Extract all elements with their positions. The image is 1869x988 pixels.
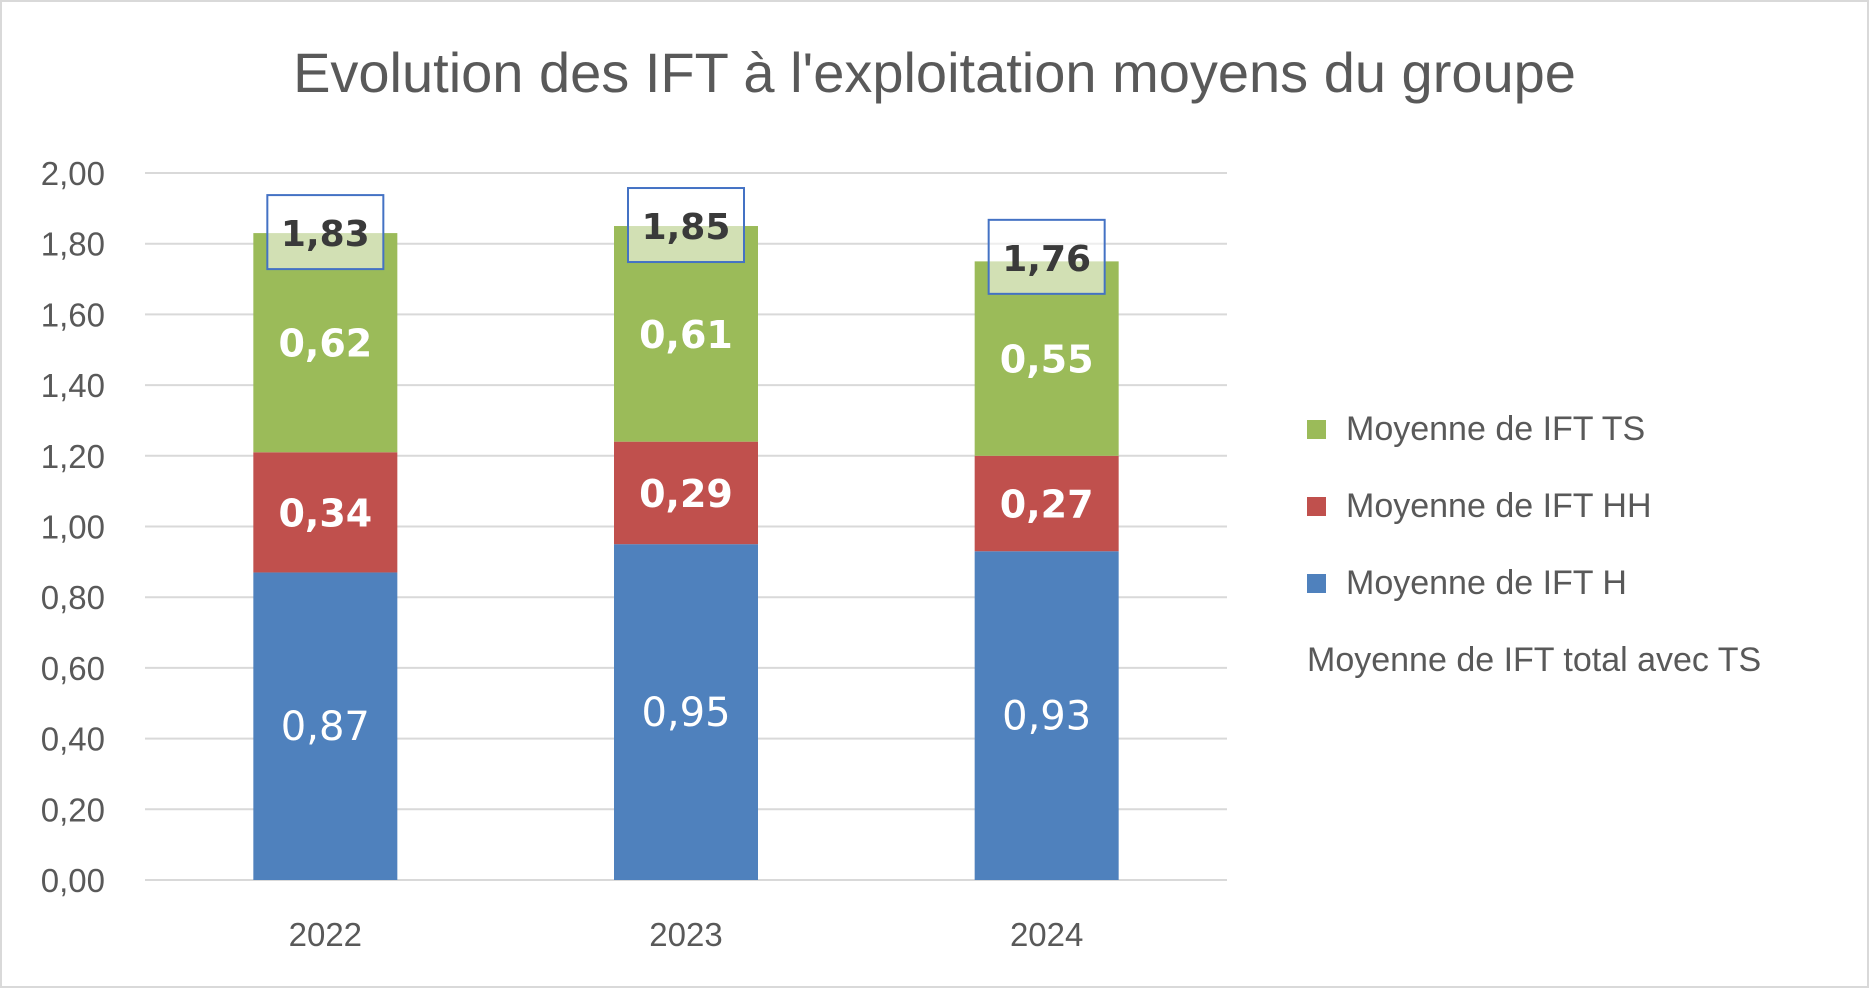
legend-swatch (1307, 574, 1326, 593)
y-tick-label: 1,40 (41, 367, 105, 404)
data-label: 0,95 (641, 690, 730, 736)
y-tick-label: 0,60 (41, 650, 105, 687)
x-tick-label: 2023 (649, 916, 722, 953)
y-tick-label: 1,20 (41, 438, 105, 475)
legend-item: Moyenne de IFT TS (1307, 410, 1761, 449)
legend-item: Moyenne de IFT total avec TS (1307, 641, 1761, 680)
y-tick-label: 0,80 (41, 579, 105, 616)
legend-label: Moyenne de IFT TS (1346, 410, 1646, 448)
y-tick-label: 0,40 (41, 721, 105, 758)
y-tick-label: 2,00 (41, 155, 105, 192)
data-label: 0,62 (278, 322, 372, 366)
legend-label: Moyenne de IFT H (1346, 564, 1627, 602)
total-label-box (987, 218, 1106, 295)
data-label: 0,55 (1000, 338, 1094, 382)
legend: Moyenne de IFT TS Moyenne de IFT HH Moyenn… (1307, 410, 1761, 718)
total-label: 1,76 (1002, 239, 1091, 280)
data-label: 0,87 (281, 704, 370, 750)
data-label: 0,29 (639, 472, 733, 516)
y-tick-label: 1,60 (41, 296, 105, 333)
bar-segment (614, 441, 758, 545)
data-label: 0,27 (1000, 483, 1094, 527)
legend-label: Moyenne de IFT HH (1346, 487, 1652, 525)
total-label-box (627, 187, 745, 264)
chart-title: Evolution des IFT à l'exploitation moyen… (293, 41, 1576, 104)
y-tick-label: 0,20 (41, 791, 105, 828)
bar-segment (974, 551, 1119, 880)
total-label-box (266, 194, 385, 271)
total-label: 1,83 (281, 214, 370, 255)
x-tick-label: 2024 (1010, 916, 1083, 953)
y-tick-label: 1,00 (41, 509, 105, 546)
legend-item: Moyenne de IFT HH (1307, 487, 1761, 526)
bar-segment (253, 572, 398, 880)
data-label: 0,34 (278, 491, 372, 535)
y-tick-label: 1,80 (41, 226, 105, 263)
legend-label: Moyenne de IFT total avec TS (1307, 641, 1762, 679)
y-tick-label: 0,00 (41, 862, 105, 899)
data-label: 0,61 (639, 313, 733, 357)
legend-swatch (1307, 497, 1326, 516)
legend-item: Moyenne de IFT H (1307, 564, 1761, 603)
x-tick-label: 2022 (289, 916, 362, 953)
bar-segment (974, 455, 1119, 552)
legend-swatch (1307, 420, 1326, 439)
bar-segment (614, 544, 758, 880)
total-label: 1,85 (642, 207, 731, 248)
data-label: 0,93 (1002, 694, 1091, 740)
bar-segment (253, 452, 398, 573)
